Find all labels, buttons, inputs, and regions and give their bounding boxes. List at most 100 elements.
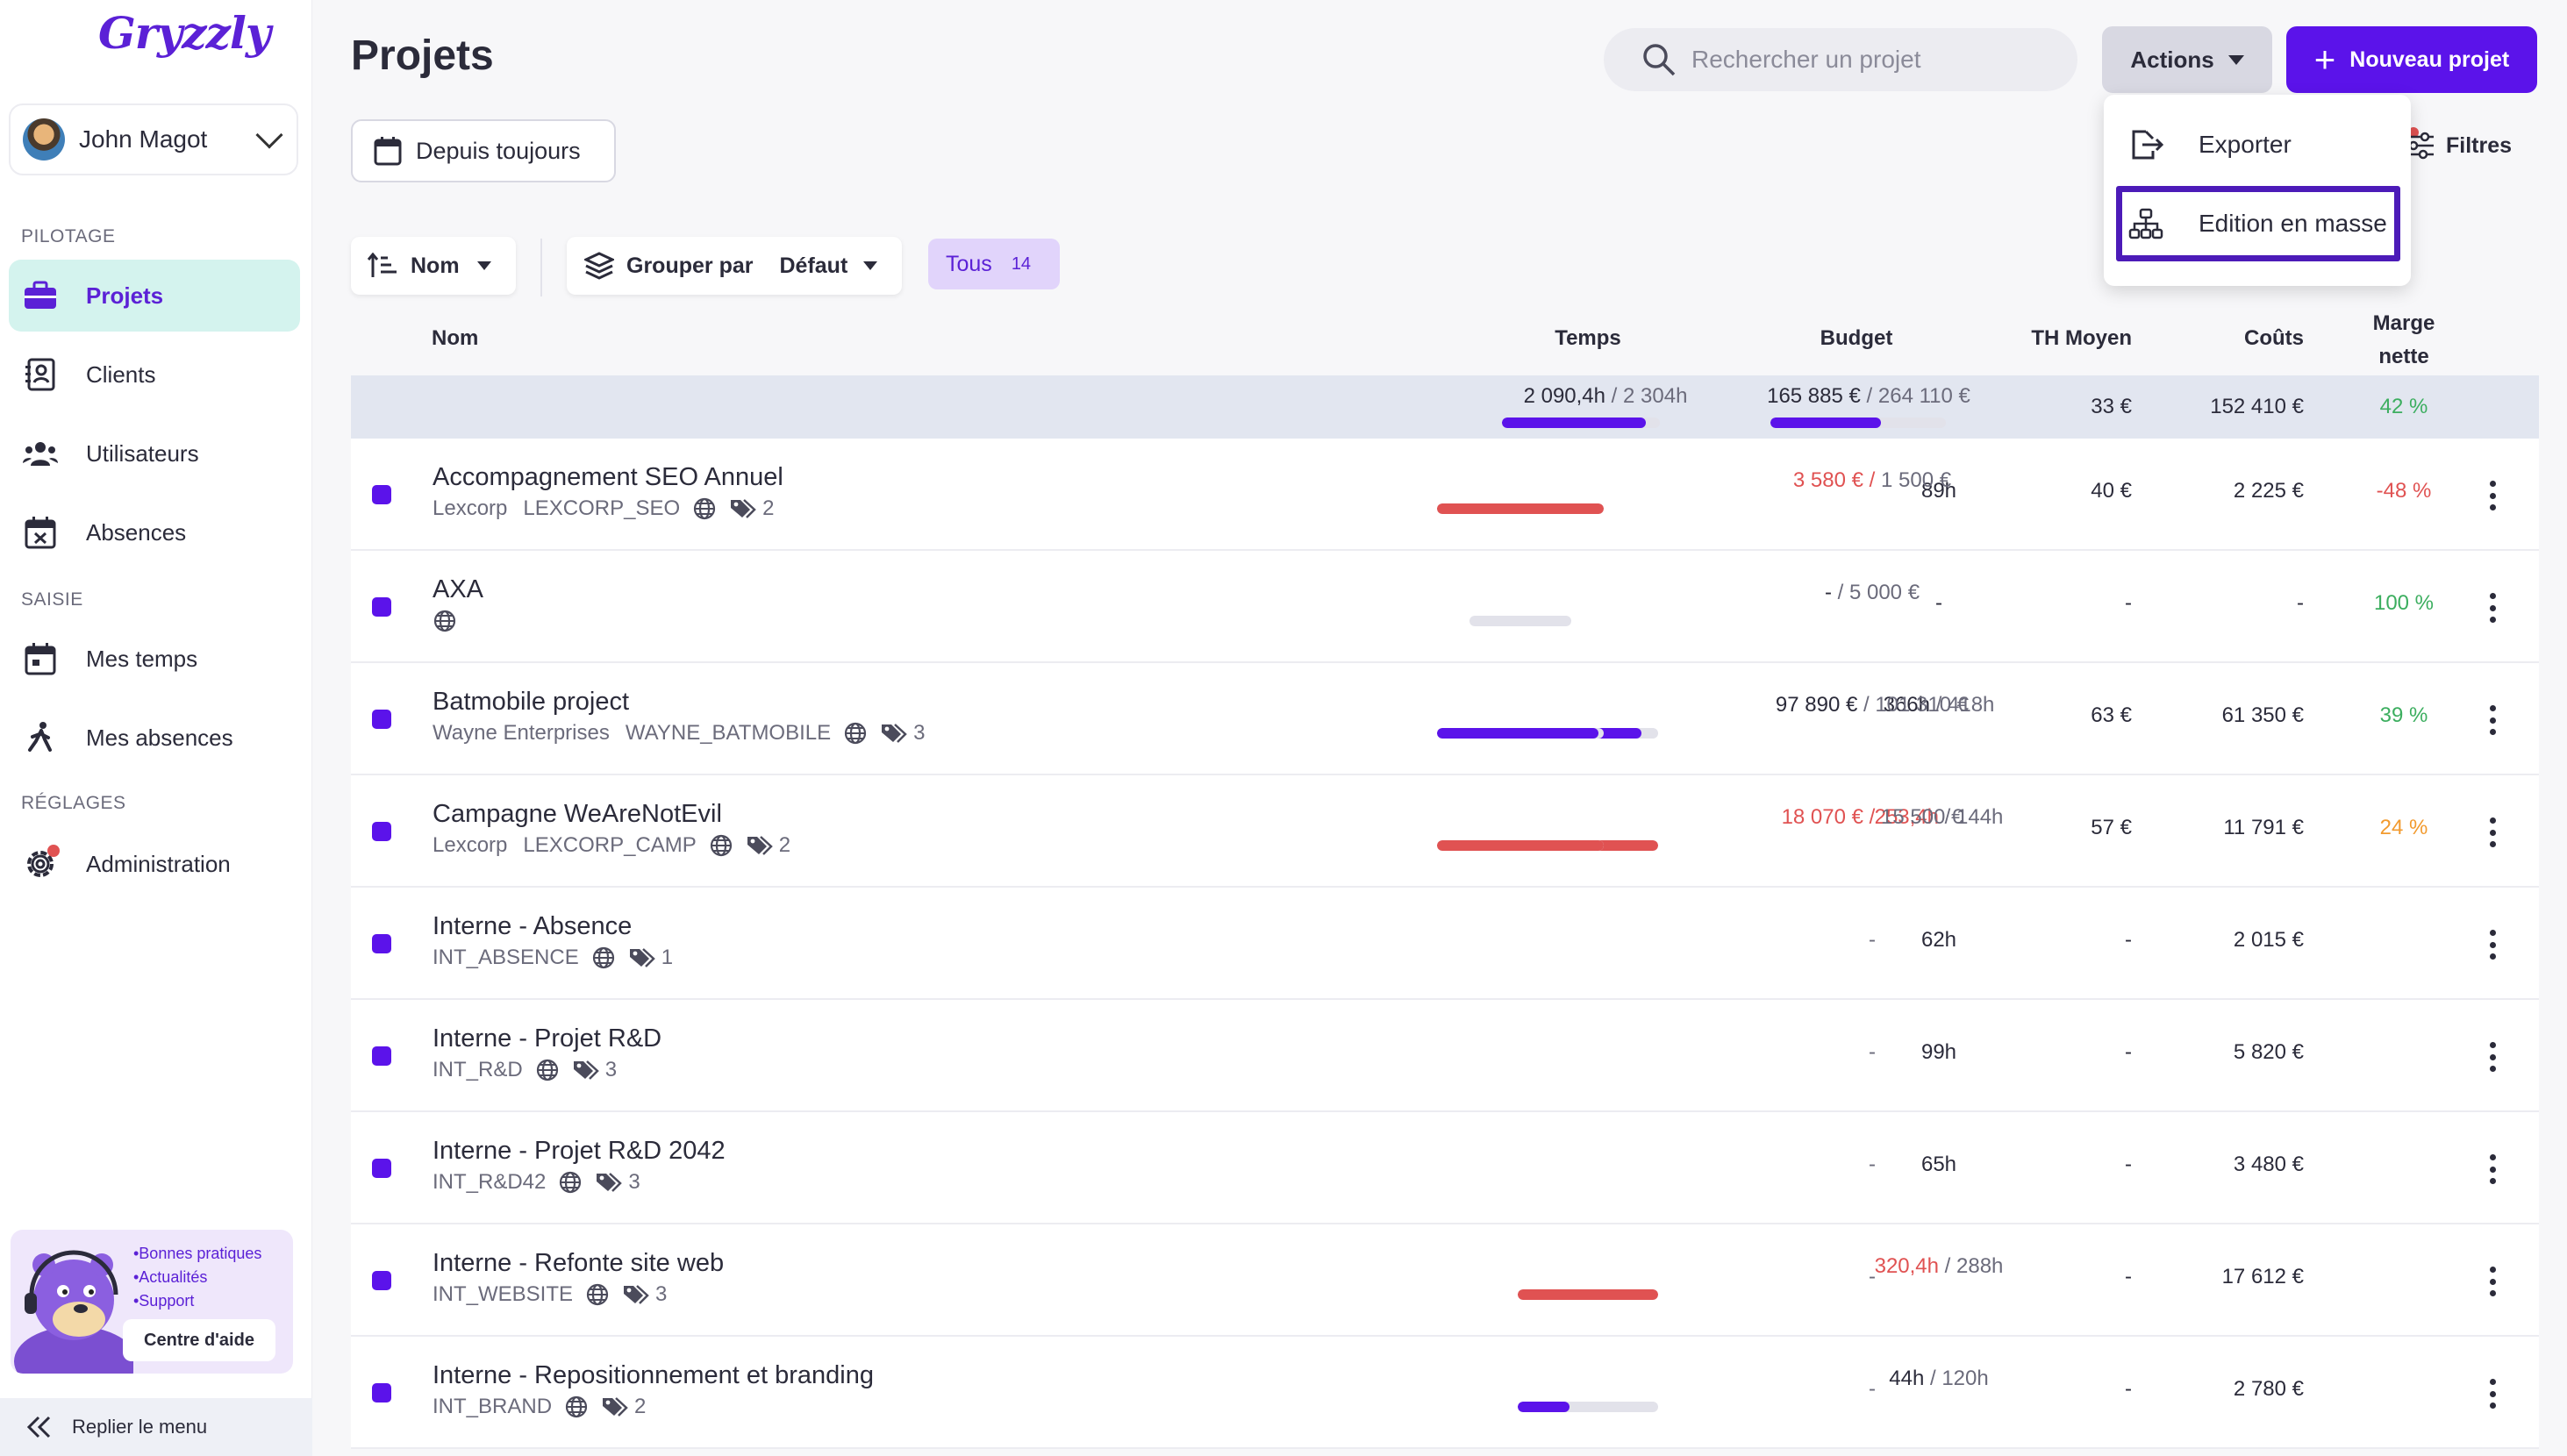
project-client[interactable]: Lexcorp <box>433 496 508 520</box>
row-menu-icon[interactable] <box>2488 817 2497 847</box>
project-name[interactable]: Interne - Absence <box>433 912 633 940</box>
group-by-button[interactable]: Grouper par Défaut <box>567 237 902 295</box>
project-name[interactable]: Interne - Repositionnement et branding <box>433 1361 874 1389</box>
project-costs: 17 612 € <box>2221 1265 2304 1288</box>
caret-down-icon <box>863 261 878 270</box>
row-menu-icon[interactable] <box>2488 1379 2497 1409</box>
sidebar-item-utilisateurs[interactable]: Utilisateurs <box>9 418 300 489</box>
collapse-menu-button[interactable]: Replier le menu <box>0 1398 312 1456</box>
sidebar-item-mes-absences[interactable]: Mes absences <box>9 702 300 774</box>
project-costs: 2 225 € <box>2233 479 2304 503</box>
table-row[interactable]: Interne - Projet R&D 2042 INT_R&D42 3 65h - -… <box>351 1112 2539 1224</box>
row-menu-icon[interactable] <box>2488 1154 2497 1184</box>
project-name[interactable]: Batmobile project <box>433 688 630 716</box>
budget-spent: 97 890 € <box>1775 693 1858 717</box>
sidebar-item-mes-temps[interactable]: Mes temps <box>9 623 300 695</box>
budget-spent: - <box>1869 1040 1876 1064</box>
project-time: 62h <box>1763 928 2114 953</box>
row-menu-icon[interactable] <box>2488 481 2497 510</box>
column-header-time[interactable]: Temps <box>1555 326 1621 350</box>
budget-spent: - <box>1869 1377 1876 1401</box>
column-header-rate[interactable]: TH Moyen <box>2031 326 2132 350</box>
project-client[interactable]: Wayne Enterprises <box>433 721 610 745</box>
column-header-name[interactable]: Nom <box>432 326 479 350</box>
section-label-saisie: SAISIE <box>21 589 83 610</box>
row-menu-icon[interactable] <box>2488 705 2497 735</box>
layers-icon <box>584 252 614 280</box>
tags-icon <box>601 1395 629 1418</box>
table-row[interactable]: Accompagnement SEO Annuel Lexcorp LEXCORP_… <box>351 439 2539 551</box>
project-name[interactable]: AXA <box>433 575 484 603</box>
sort-button[interactable]: Nom <box>351 237 516 295</box>
table-row[interactable]: Interne - Absence INT_ABSENCE 1 62h - - 2 015 … <box>351 888 2539 1000</box>
sidebar-item-clients[interactable]: Clients <box>9 339 300 410</box>
project-name[interactable]: Interne - Projet R&D <box>433 1024 662 1053</box>
date-filter-button[interactable]: Depuis toujours <box>351 119 616 182</box>
project-meta: INT_WEBSITE 3 <box>433 1282 667 1307</box>
row-menu-icon[interactable] <box>2488 930 2497 960</box>
project-costs: 3 480 € <box>2233 1153 2304 1176</box>
help-link-bonnes-pratiques[interactable]: •Bonnes pratiques <box>133 1245 262 1262</box>
sidebar-item-projets[interactable]: Projets <box>9 260 300 332</box>
table-row[interactable]: Interne - Repositionnement et branding IN… <box>351 1337 2539 1449</box>
project-average-rate: - <box>2125 591 2132 615</box>
column-header-costs[interactable]: Coûts <box>2244 326 2304 350</box>
filters-button[interactable]: Filtres <box>2404 132 2512 160</box>
menu-item-export[interactable]: Exporter <box>2116 107 2400 182</box>
column-header-budget[interactable]: Budget <box>1820 326 1893 350</box>
table-row[interactable]: Campagne WeAreNotEvil Lexcorp LEXCORP_CAMP… <box>351 775 2539 888</box>
actions-button[interactable]: Actions <box>2102 26 2272 93</box>
table-row[interactable]: Interne - Projet R&D INT_R&D 3 99h - - 5 820 € <box>351 1000 2539 1112</box>
summary-budget-progress <box>1770 418 1946 428</box>
summary-budget-total: 264 110 € <box>1877 384 1970 408</box>
globe-icon <box>591 946 616 970</box>
bear-mascot-icon <box>14 1250 133 1374</box>
project-color-marker <box>372 485 391 504</box>
all-filter-tab[interactable]: Tous 14 <box>928 239 1060 289</box>
page-title: Projets <box>351 32 494 79</box>
help-center-button[interactable]: Centre d'aide <box>123 1319 275 1361</box>
new-project-button[interactable]: + Nouveau projet <box>2286 26 2537 93</box>
project-meta: INT_BRAND 2 <box>433 1395 646 1419</box>
help-link-support[interactable]: •Support <box>133 1292 195 1310</box>
time-spent: - <box>1935 591 1942 615</box>
sidebar-item-label: Absences <box>86 518 187 546</box>
budget-spent: - <box>1869 1153 1876 1176</box>
row-menu-icon[interactable] <box>2488 1267 2497 1296</box>
time-progress-bar <box>1518 1289 1658 1300</box>
budget-progress-bar <box>1437 503 1604 514</box>
search-icon <box>1643 44 1676 76</box>
table-row[interactable]: Interne - Refonte site web INT_WEBSITE 3 32… <box>351 1224 2539 1337</box>
calendar-x-icon <box>21 513 60 552</box>
project-tag-count: 2 <box>634 1395 647 1418</box>
project-costs: 2 780 € <box>2233 1377 2304 1401</box>
table-row[interactable]: Batmobile project Wayne Enterprises WAYNE_… <box>351 663 2539 775</box>
project-name[interactable]: Campagne WeAreNotEvil <box>433 800 722 828</box>
sidebar-item-administration[interactable]: Administration <box>9 828 300 900</box>
project-code: INT_R&D42 <box>433 1170 547 1194</box>
new-project-label: Nouveau projet <box>2349 46 2510 72</box>
project-average-rate: - <box>2125 1153 2132 1176</box>
help-link-actualites[interactable]: •Actualités <box>133 1268 208 1286</box>
project-name[interactable]: Accompagnement SEO Annuel <box>433 463 783 491</box>
sidebar-item-label: Utilisateurs <box>86 439 199 467</box>
project-name[interactable]: Interne - Projet R&D 2042 <box>433 1137 726 1165</box>
summary-time-progress <box>1502 418 1660 428</box>
menu-item-bulk-edit[interactable]: Edition en masse <box>2116 186 2400 261</box>
project-costs: - <box>2297 591 2304 615</box>
calendar-icon <box>374 137 402 166</box>
project-budget: 3 580 € / 1 500 € <box>1792 468 1952 492</box>
user-switcher[interactable]: John Magot <box>9 103 298 175</box>
row-menu-icon[interactable] <box>2488 593 2497 623</box>
budget-progress-bar <box>1437 840 1604 851</box>
row-menu-icon[interactable] <box>2488 1042 2497 1072</box>
sidebar-item-absences[interactable]: Absences <box>9 496 300 568</box>
app-logo[interactable]: Gryzzly <box>98 7 271 59</box>
table-row[interactable]: AXA - - / 5 000 € - -100 % <box>351 551 2539 663</box>
project-budget: - / 5 000 € <box>1824 581 1920 604</box>
project-tag-count: 3 <box>655 1282 668 1306</box>
project-name[interactable]: Interne - Refonte site web <box>433 1249 725 1277</box>
search-input[interactable]: Rechercher un projet <box>1604 28 2077 91</box>
project-client[interactable]: Lexcorp <box>433 833 508 857</box>
column-header-margin[interactable]: Marge nette <box>2351 307 2456 374</box>
